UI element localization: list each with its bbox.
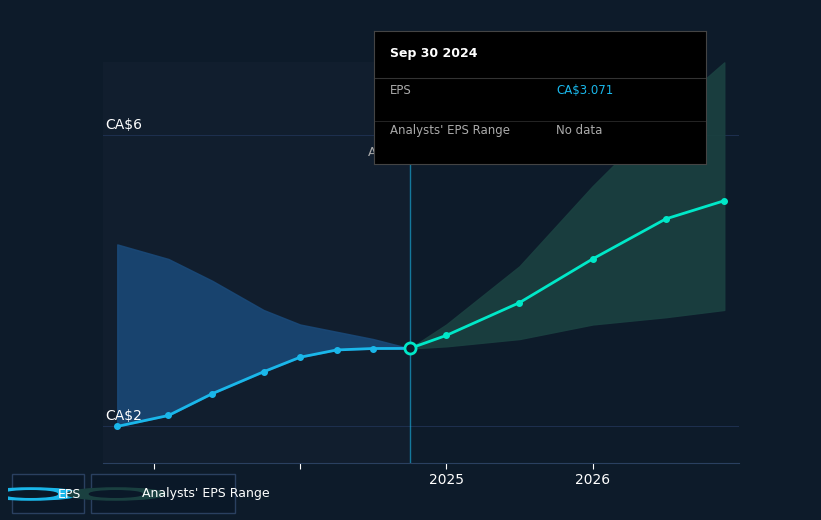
Text: No data: No data [557, 124, 603, 137]
Text: EPS: EPS [390, 84, 412, 97]
Text: Analysts Forecasts: Analysts Forecasts [413, 146, 529, 159]
Bar [103, 62, 410, 463]
Text: Analysts' EPS Range: Analysts' EPS Range [142, 488, 270, 500]
Text: Actual: Actual [368, 146, 407, 159]
Text: EPS: EPS [57, 488, 80, 500]
Circle shape [67, 488, 165, 500]
Text: Sep 30 2024: Sep 30 2024 [390, 47, 478, 60]
Bar [410, 62, 739, 463]
Circle shape [89, 491, 142, 497]
Text: Analysts' EPS Range: Analysts' EPS Range [390, 124, 510, 137]
Circle shape [0, 488, 80, 500]
FancyBboxPatch shape [12, 474, 84, 513]
Text: CA$6: CA$6 [106, 118, 143, 132]
Circle shape [4, 491, 57, 497]
Text: CA$2: CA$2 [106, 409, 142, 423]
FancyBboxPatch shape [91, 474, 235, 513]
Text: CA$3.071: CA$3.071 [557, 84, 613, 97]
